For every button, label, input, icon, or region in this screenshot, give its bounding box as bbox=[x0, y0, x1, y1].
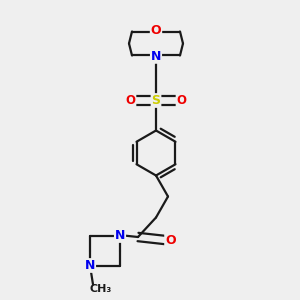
Text: N: N bbox=[115, 229, 125, 242]
Text: O: O bbox=[151, 23, 161, 37]
Text: CH₃: CH₃ bbox=[89, 284, 112, 294]
Text: N: N bbox=[151, 50, 161, 63]
Text: O: O bbox=[125, 94, 136, 107]
Text: O: O bbox=[165, 233, 176, 247]
Text: N: N bbox=[85, 259, 95, 272]
Text: S: S bbox=[152, 94, 160, 107]
Text: O: O bbox=[176, 94, 187, 107]
